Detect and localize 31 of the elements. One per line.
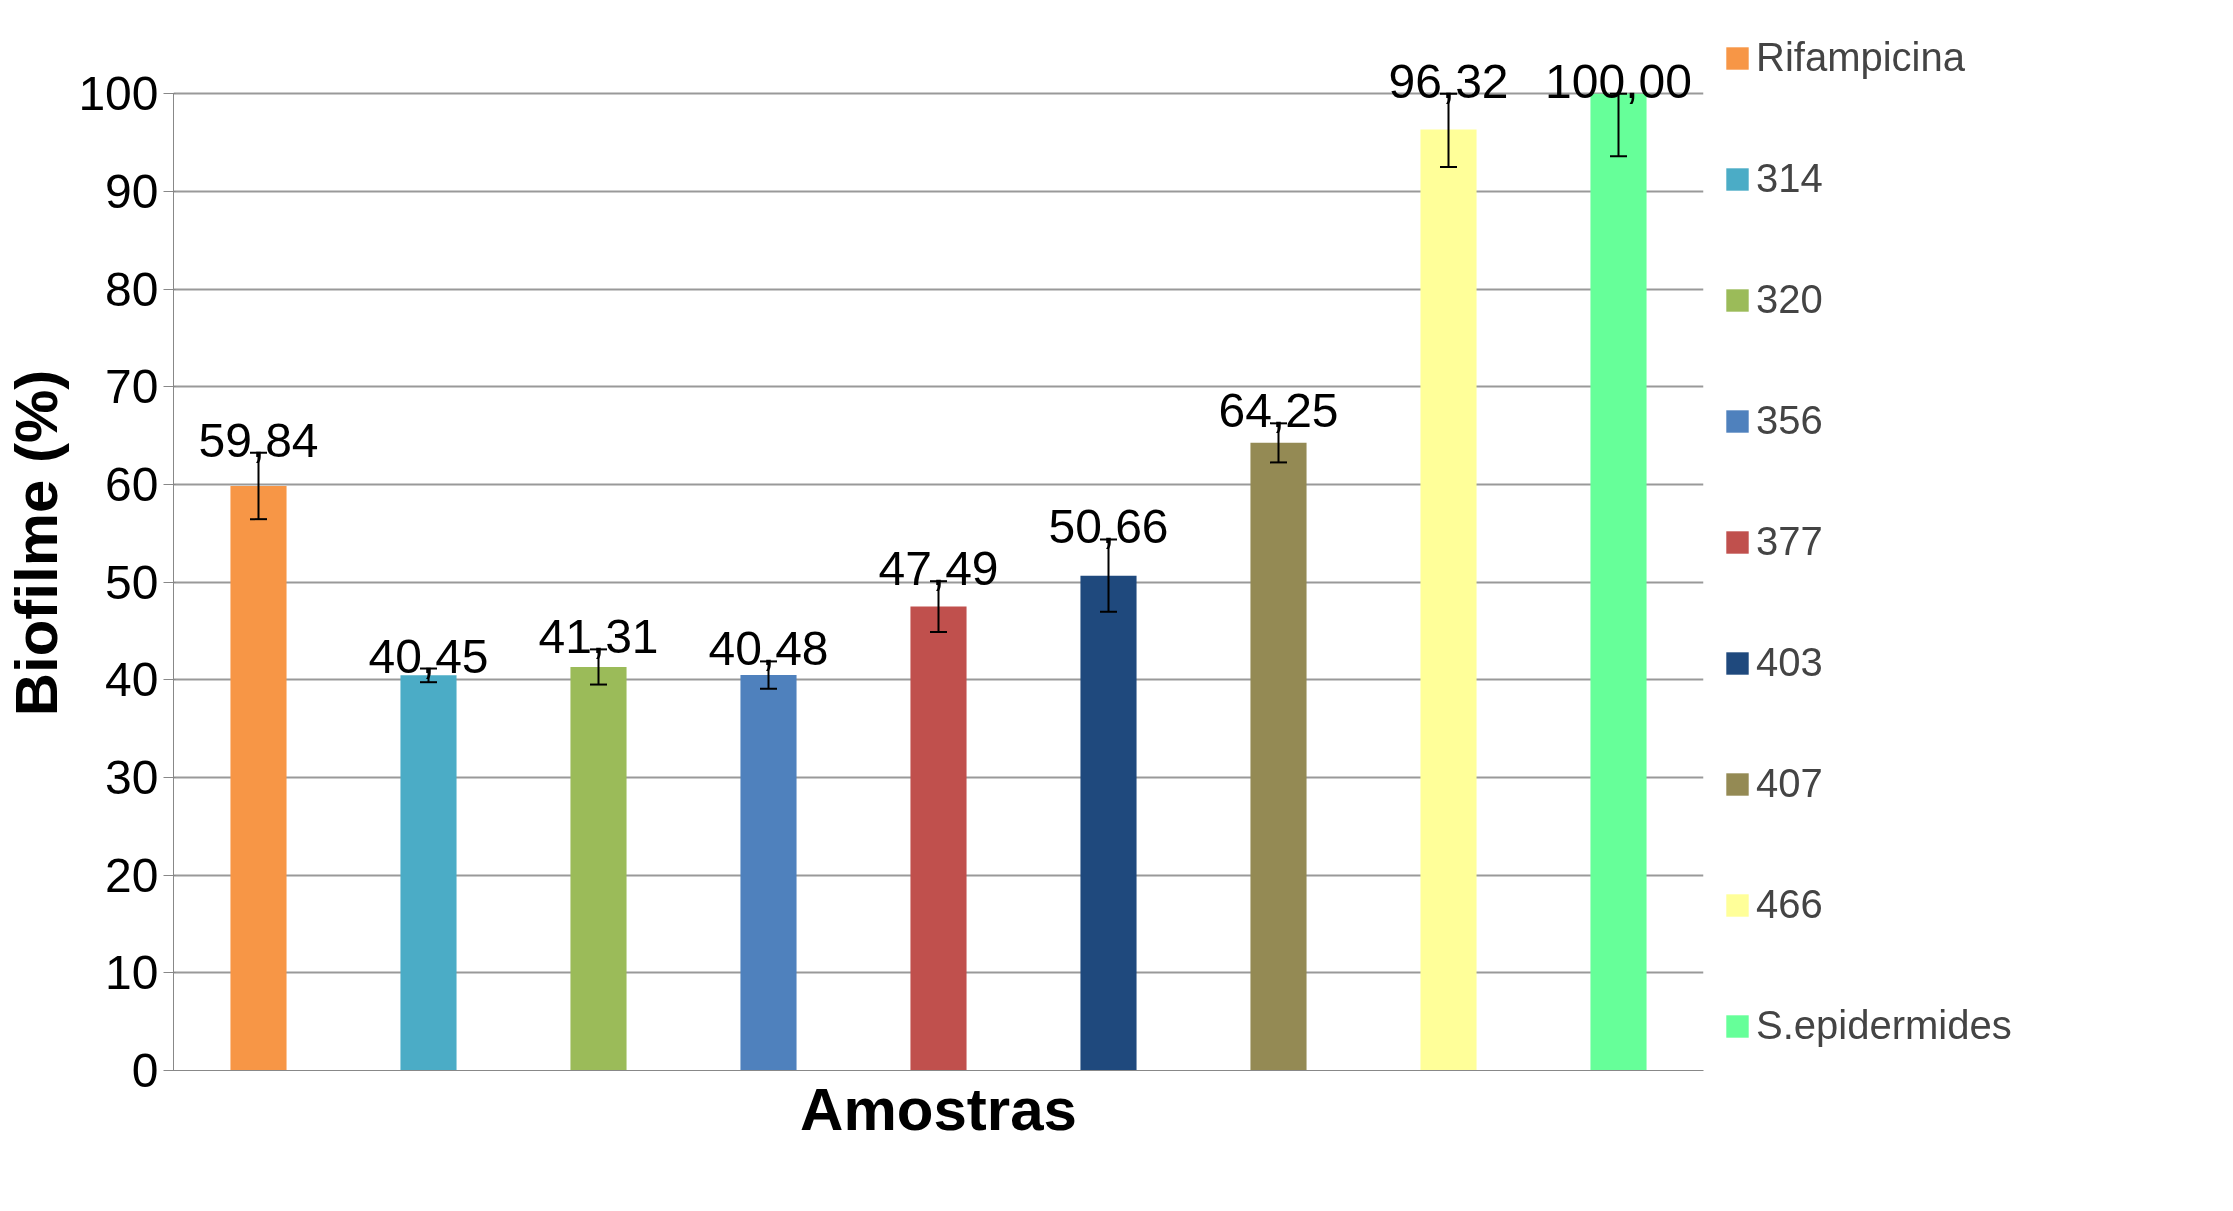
legend-label: 407 bbox=[1756, 761, 1823, 806]
data-label: 50,66 bbox=[1048, 500, 1169, 554]
y-tick-label: 80 bbox=[105, 262, 159, 316]
data-label: 40,45 bbox=[368, 629, 489, 683]
y-tick-label: 90 bbox=[105, 164, 159, 218]
y-tick-label: 30 bbox=[105, 750, 159, 804]
legend-label: 356 bbox=[1756, 398, 1823, 443]
legend-label: 403 bbox=[1756, 640, 1823, 685]
data-label: 100,00 bbox=[1545, 54, 1692, 108]
data-label: 47,49 bbox=[878, 542, 999, 596]
legend-label: 320 bbox=[1756, 277, 1823, 322]
y-tick-label: 10 bbox=[105, 946, 159, 1000]
data-label: 41,31 bbox=[538, 610, 659, 664]
x-axis-title: Amostras bbox=[800, 1075, 1077, 1143]
y-tick-label: 50 bbox=[105, 555, 159, 609]
y-tick-label: 20 bbox=[105, 848, 159, 902]
legend-label: 314 bbox=[1756, 156, 1823, 201]
y-tick-label: 70 bbox=[105, 360, 159, 414]
y-axis-title: Biofilme (%) bbox=[3, 369, 71, 717]
legend-label: Rifampicina bbox=[1756, 35, 1965, 80]
legend-label: 466 bbox=[1756, 882, 1823, 927]
data-label: 59,84 bbox=[198, 413, 319, 467]
data-label: 64,25 bbox=[1218, 384, 1339, 438]
data-label: 96,32 bbox=[1388, 54, 1509, 108]
y-tick-label: 60 bbox=[105, 457, 159, 511]
data-label: 40,48 bbox=[708, 622, 829, 676]
legend-label: 377 bbox=[1756, 519, 1823, 564]
y-tick-label: 100 bbox=[78, 67, 159, 121]
legend-label: S.epidermides bbox=[1756, 1003, 2012, 1048]
y-tick-label: 0 bbox=[131, 1044, 159, 1097]
y-tick-label: 40 bbox=[105, 653, 159, 707]
